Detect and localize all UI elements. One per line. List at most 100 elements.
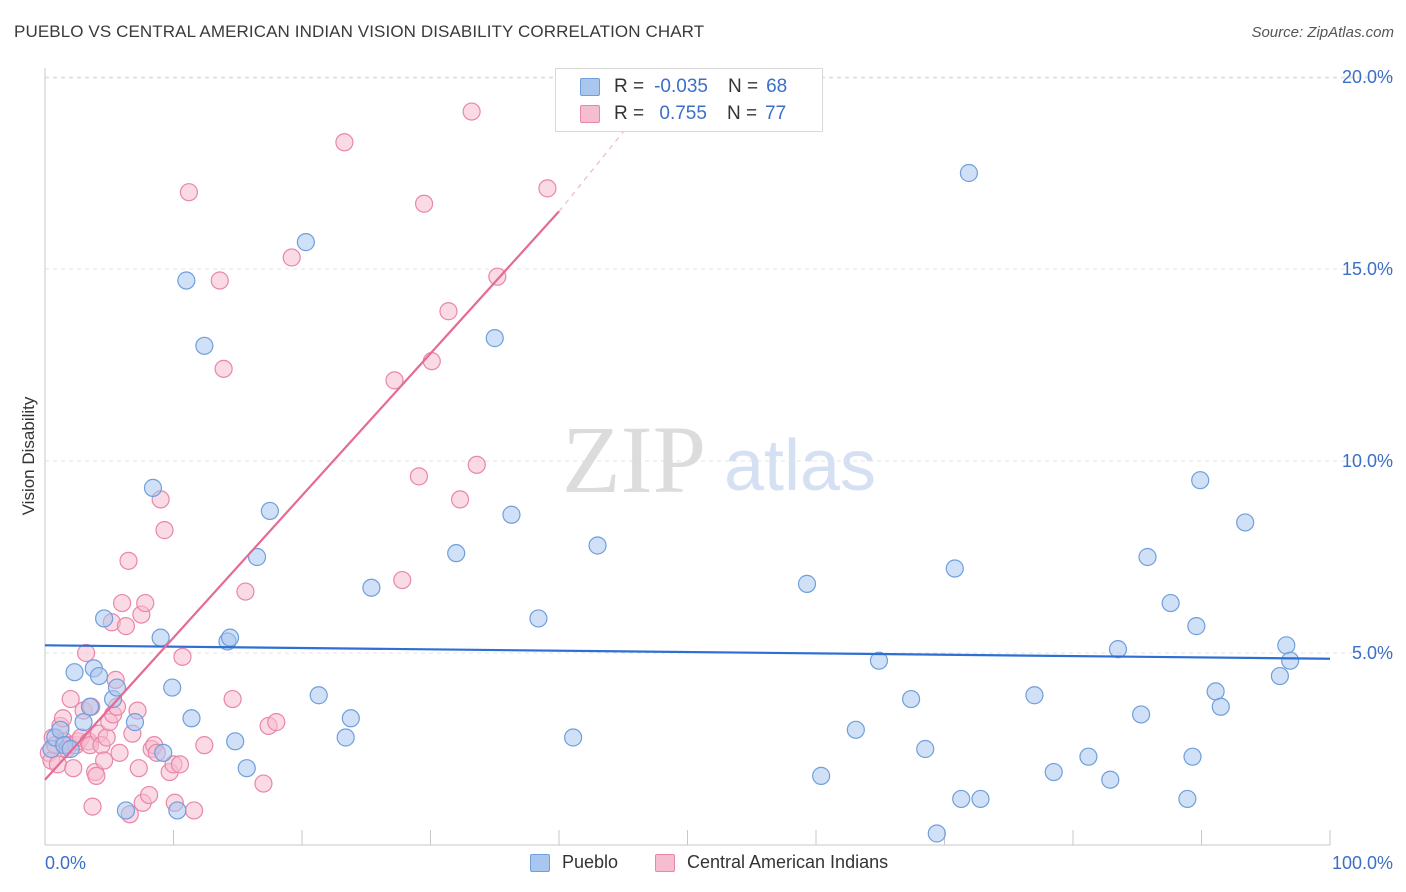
point-pueblo xyxy=(846,720,865,739)
legend-n-label: N = xyxy=(727,76,759,97)
x-tick-labels: 0.0% 100.0% xyxy=(45,853,1393,873)
legend-r-label: R = xyxy=(614,103,645,124)
point-central-american-indians xyxy=(83,797,102,816)
point-pueblo xyxy=(1138,547,1157,567)
point-pueblo xyxy=(447,544,466,563)
series-legend-central-american-indians[interactable]: Central American Indians xyxy=(655,852,888,873)
point-central-american-indians xyxy=(538,179,557,198)
series-swatch-pueblo xyxy=(530,853,550,872)
point-central-american-indians xyxy=(409,467,429,486)
point-pueblo xyxy=(1044,762,1063,782)
point-central-american-indians xyxy=(155,521,174,540)
data-points xyxy=(39,102,1300,843)
y-tick-labels: 5.0% 10.0% 15.0% 20.0% xyxy=(1342,67,1393,663)
point-central-american-indians xyxy=(450,490,470,509)
point-pueblo xyxy=(1211,697,1230,716)
point-central-american-indians xyxy=(214,359,233,378)
point-central-american-indians xyxy=(61,689,80,709)
trend-line-pueblo xyxy=(44,644,1331,660)
point-central-american-indians xyxy=(97,728,116,747)
point-central-american-indians xyxy=(414,194,434,213)
point-central-american-indians xyxy=(254,774,273,793)
point-central-american-indians xyxy=(87,766,106,785)
point-pueblo xyxy=(74,713,93,732)
point-pueblo xyxy=(80,697,100,716)
legend-swatch-pueblo xyxy=(580,78,600,96)
point-pueblo xyxy=(588,536,607,555)
point-pueblo xyxy=(65,663,84,682)
watermark: ZIP atlas xyxy=(562,406,876,513)
legend-n-value: 77 xyxy=(765,103,787,124)
point-pueblo xyxy=(296,233,315,252)
point-central-american-indians xyxy=(393,570,412,590)
watermark-atlas: atlas xyxy=(724,426,876,506)
legend-r-label: R = xyxy=(614,76,645,97)
y-axis-label: Vision Disability xyxy=(19,396,38,515)
point-pueblo xyxy=(952,789,971,809)
point-central-american-indians xyxy=(210,271,229,290)
point-central-american-indians xyxy=(136,593,155,613)
point-pueblo xyxy=(529,609,548,628)
point-central-american-indians xyxy=(282,248,301,267)
series-label-pueblo: Pueblo xyxy=(562,852,619,872)
trend-extension-central-american-indians xyxy=(558,99,650,212)
source-label: Source: ZipAtlas.com xyxy=(1251,24,1394,41)
point-pueblo xyxy=(1277,636,1296,655)
series-swatch-central-american-indians xyxy=(655,853,675,872)
point-pueblo xyxy=(247,547,267,567)
point-pueblo xyxy=(959,163,979,183)
point-central-american-indians xyxy=(467,455,486,474)
point-pueblo xyxy=(168,801,187,820)
correlation-legend: R = -0.035 N = 68 R = 0.755 N = 77 xyxy=(555,68,823,132)
point-central-american-indians xyxy=(236,582,255,601)
point-pueblo xyxy=(1183,747,1202,766)
point-central-american-indians xyxy=(139,785,159,805)
y-tick-label: 5.0% xyxy=(1352,643,1393,663)
point-central-american-indians xyxy=(335,133,354,152)
point-pueblo xyxy=(1191,471,1210,490)
x-tick-label: 0.0% xyxy=(45,853,86,873)
legend-r-value: -0.035 xyxy=(654,76,708,97)
trend-lines xyxy=(44,99,1331,781)
point-pueblo xyxy=(901,689,921,709)
point-pueblo xyxy=(564,728,583,747)
point-pueblo xyxy=(237,759,256,778)
point-pueblo xyxy=(927,824,946,843)
series-label-central-american-indians: Central American Indians xyxy=(687,852,889,872)
point-pueblo xyxy=(971,789,990,809)
point-central-american-indians xyxy=(119,551,138,570)
point-central-american-indians xyxy=(116,617,136,636)
legend-row-central-american-indians: R = 0.755 N = 77 xyxy=(580,102,786,126)
point-pueblo xyxy=(143,478,163,497)
point-pueblo xyxy=(812,766,831,785)
point-pueblo xyxy=(485,329,504,348)
point-central-american-indians xyxy=(64,759,83,778)
point-pueblo xyxy=(336,728,355,747)
point-central-american-indians xyxy=(170,755,190,774)
point-pueblo xyxy=(341,709,360,728)
point-pueblo xyxy=(220,628,240,647)
point-pueblo xyxy=(502,505,521,524)
legend-r-value: 0.755 xyxy=(654,103,707,124)
legend-n-value: 68 xyxy=(766,76,788,97)
y-tick-label: 10.0% xyxy=(1342,451,1393,471)
point-pueblo xyxy=(1108,640,1128,659)
point-pueblo xyxy=(154,743,173,762)
series-legend-pueblo[interactable]: Pueblo xyxy=(530,852,618,873)
point-pueblo xyxy=(1236,513,1255,532)
point-pueblo xyxy=(51,720,70,739)
point-central-american-indians xyxy=(385,371,404,390)
point-pueblo xyxy=(1161,593,1180,613)
point-pueblo xyxy=(95,609,114,628)
point-central-american-indians xyxy=(488,267,507,286)
y-tick-label: 20.0% xyxy=(1342,67,1393,87)
point-central-american-indians xyxy=(439,302,458,321)
point-central-american-indians xyxy=(223,689,242,709)
point-pueblo xyxy=(869,651,889,670)
point-central-american-indians xyxy=(179,183,199,202)
trend-line-central-american-indians xyxy=(44,210,560,781)
point-pueblo xyxy=(362,578,381,597)
series-legend: Pueblo Central American Indians xyxy=(0,852,1406,878)
legend-row-pueblo: R = -0.035 N = 68 xyxy=(580,75,787,99)
point-pueblo xyxy=(1101,770,1120,789)
